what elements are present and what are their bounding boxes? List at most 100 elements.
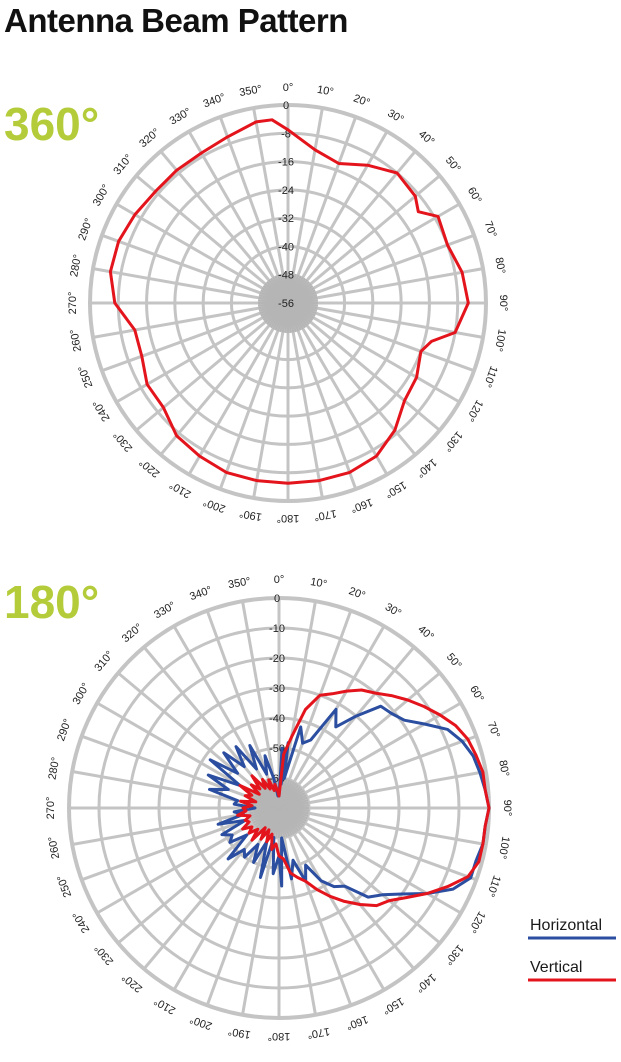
angle-tick-label: 90° bbox=[501, 800, 513, 817]
angle-tick-label: 310° bbox=[111, 152, 135, 177]
angle-tick-label: 160° bbox=[344, 1013, 369, 1032]
grid-spoke bbox=[287, 734, 477, 806]
angle-tick-label: 270° bbox=[45, 797, 57, 820]
pattern-label: 360° bbox=[4, 98, 99, 150]
angle-tick-label: 130° bbox=[441, 429, 465, 454]
angle-tick-label: 300° bbox=[91, 183, 113, 209]
angle-tick-label: 20° bbox=[352, 92, 372, 109]
grid-spoke bbox=[293, 150, 417, 297]
grid-spoke bbox=[241, 600, 279, 799]
grid-spoke bbox=[285, 813, 441, 945]
angle-tick-label: 60° bbox=[465, 185, 484, 205]
angle-tick-label: 140° bbox=[413, 971, 438, 995]
radial-tick-label: -16 bbox=[278, 157, 294, 169]
grid-spoke bbox=[81, 734, 271, 806]
angle-tick-label: 150° bbox=[383, 478, 409, 500]
angle-tick-label: 20° bbox=[347, 585, 367, 602]
angle-tick-label: 180° bbox=[277, 512, 300, 524]
hub-spoke bbox=[284, 273, 289, 304]
angle-tick-label: 160° bbox=[349, 496, 374, 515]
grid-spoke bbox=[291, 310, 389, 476]
grid-spoke bbox=[284, 646, 416, 802]
angle-tick-label: 350° bbox=[227, 575, 252, 591]
angle-tick-label: 280° bbox=[68, 253, 84, 278]
grid-spoke bbox=[287, 810, 477, 882]
radial-tick-label: -40 bbox=[278, 241, 294, 253]
radial-tick-label: -48 bbox=[278, 270, 294, 282]
angle-tick-label: 240° bbox=[71, 909, 93, 935]
legend-label: Vertical bbox=[530, 959, 582, 976]
angle-tick-label: 70° bbox=[485, 720, 502, 740]
angle-tick-label: 330° bbox=[152, 600, 178, 622]
grid-spoke bbox=[281, 816, 353, 1006]
angle-tick-label: 70° bbox=[482, 220, 499, 240]
grid-spoke bbox=[115, 202, 281, 300]
angle-tick-label: 110° bbox=[484, 874, 503, 899]
grid-spoke bbox=[288, 312, 324, 499]
grid-spoke bbox=[172, 815, 276, 991]
angle-tick-label: 340° bbox=[202, 91, 227, 110]
angle-tick-label: 50° bbox=[443, 155, 463, 175]
angle-tick-label: 40° bbox=[416, 128, 436, 148]
angle-tick-label: 220° bbox=[137, 456, 162, 480]
angle-tick-label: 250° bbox=[55, 873, 74, 898]
grid-spoke bbox=[187, 130, 285, 296]
grid-spoke bbox=[290, 116, 358, 295]
angle-tick-label: 210° bbox=[152, 995, 178, 1017]
grid-spoke bbox=[284, 814, 416, 970]
angle-tick-label: 60° bbox=[467, 684, 486, 704]
page-title: Antenna Beam Pattern bbox=[4, 2, 348, 39]
radial-tick-label: -20 bbox=[269, 653, 285, 665]
angle-tick-label: 80° bbox=[496, 759, 511, 777]
angle-tick-label: 290° bbox=[76, 217, 95, 242]
angle-tick-label: 120° bbox=[463, 398, 485, 424]
grid-spoke bbox=[291, 130, 389, 296]
angle-tick-label: 280° bbox=[46, 756, 62, 781]
grid-spoke bbox=[117, 671, 273, 803]
angle-tick-label: 220° bbox=[120, 971, 145, 995]
grid-spoke bbox=[218, 311, 286, 490]
angle-tick-label: 180° bbox=[268, 1030, 291, 1042]
angle-tick-label: 310° bbox=[92, 649, 116, 674]
grid-spoke bbox=[286, 701, 462, 805]
grid-spoke bbox=[159, 150, 283, 297]
grid-spoke bbox=[101, 233, 280, 301]
grid-spoke bbox=[218, 116, 286, 295]
radial-tick-label: -32 bbox=[278, 213, 294, 225]
grid-spoke bbox=[252, 107, 288, 294]
radial-tick-label: -40 bbox=[269, 713, 285, 725]
grid-spoke bbox=[295, 306, 461, 404]
angle-tick-label: 240° bbox=[91, 398, 113, 424]
angle-tick-label: 30° bbox=[383, 601, 403, 620]
grid-spoke bbox=[101, 305, 280, 373]
angle-tick-label: 190° bbox=[227, 1025, 252, 1041]
grid-spoke bbox=[295, 202, 461, 300]
angle-tick-label: 320° bbox=[120, 621, 145, 645]
angle-tick-label: 120° bbox=[466, 909, 488, 935]
grid-spoke bbox=[92, 303, 279, 339]
grid-spoke bbox=[296, 233, 475, 301]
series-line bbox=[236, 688, 491, 908]
grid-spoke bbox=[297, 267, 484, 303]
grid-spoke bbox=[281, 610, 353, 800]
angle-tick-label: 230° bbox=[111, 429, 135, 454]
polar-chart-360: 360° 0° 10° 20° 30° 40° 50°60° 70° 80° 90° 100° 110… bbox=[4, 82, 509, 524]
angle-tick-label: 300° bbox=[71, 681, 93, 707]
angle-tick-label: 190° bbox=[238, 507, 263, 523]
angle-tick-label: 210° bbox=[168, 478, 194, 500]
angle-tick-label: 100° bbox=[492, 328, 508, 353]
angle-tick-label: 250° bbox=[76, 364, 95, 389]
grid-spoke bbox=[159, 309, 283, 456]
grid-spoke bbox=[92, 267, 279, 303]
radial-tick-label: -24 bbox=[278, 185, 294, 197]
angle-tick-label: 10° bbox=[316, 84, 334, 99]
grid-spoke bbox=[286, 811, 462, 915]
angle-tick-label: 50° bbox=[444, 651, 464, 671]
grid-spoke bbox=[288, 808, 487, 846]
angle-tick-label: 0° bbox=[274, 574, 285, 586]
angle-tick-label: 150° bbox=[380, 995, 406, 1017]
angle-tick-label: 340° bbox=[188, 584, 213, 603]
angle-tick-label: 260° bbox=[46, 835, 62, 860]
legend-label: Horizontal bbox=[530, 917, 602, 934]
angle-tick-label: 30° bbox=[385, 107, 405, 126]
